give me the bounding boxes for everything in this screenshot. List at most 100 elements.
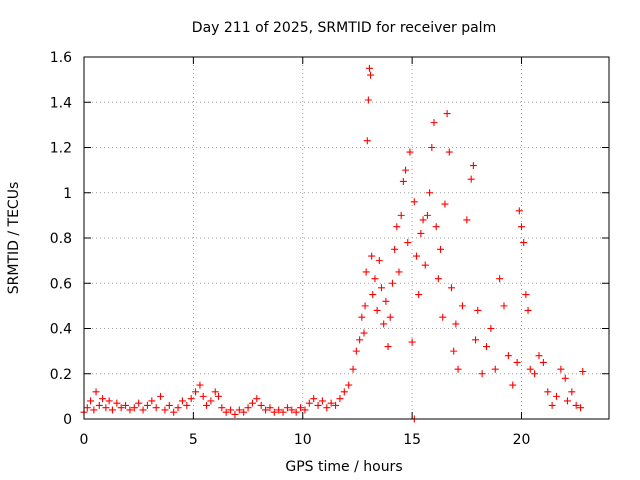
chart-title: Day 211 of 2025, SRMTID for receiver pal…: [192, 20, 496, 36]
data-point: [340, 388, 348, 396]
data-point: [557, 365, 565, 373]
data-point: [92, 388, 100, 396]
data-point: [102, 404, 110, 412]
data-point: [553, 392, 560, 400]
data-point: [292, 408, 300, 416]
y-tick-label: 1.4: [50, 95, 72, 111]
data-marks: [80, 64, 587, 423]
data-point: [364, 96, 372, 104]
data-point: [408, 338, 416, 346]
data-point: [362, 268, 370, 276]
data-point: [314, 401, 322, 409]
x-tick-label: 15: [403, 432, 421, 448]
data-point: [369, 291, 377, 299]
data-point: [579, 367, 587, 375]
data-point: [358, 313, 366, 321]
data-point: [388, 279, 396, 287]
data-point: [266, 404, 274, 412]
data-point: [235, 406, 243, 414]
data-point: [288, 406, 296, 414]
data-point: [393, 223, 401, 231]
data-point: [227, 406, 235, 414]
data-point: [450, 347, 458, 355]
data-point: [448, 284, 455, 292]
y-tick-label: 0.6: [50, 276, 72, 292]
data-point: [421, 261, 429, 269]
data-point: [203, 401, 210, 409]
grid: [84, 57, 609, 419]
data-point: [253, 395, 261, 403]
data-point: [539, 358, 547, 366]
data-point: [244, 404, 252, 412]
data-point: [417, 229, 425, 237]
data-point: [504, 352, 512, 360]
data-point: [426, 189, 434, 197]
data-point: [113, 399, 121, 407]
data-point: [509, 381, 517, 389]
data-point: [174, 404, 182, 412]
data-point: [428, 144, 436, 151]
data-point: [415, 291, 423, 299]
data-point: [434, 275, 442, 283]
data-point: [548, 401, 556, 409]
data-point: [467, 175, 475, 183]
x-tick-label: 20: [513, 432, 531, 448]
data-point: [283, 404, 291, 412]
y-axis-label: SRMTID / TECUs: [6, 182, 22, 295]
data-point: [222, 408, 230, 416]
data-point: [262, 406, 270, 414]
data-point: [404, 239, 412, 247]
data-point: [207, 397, 215, 405]
data-point: [437, 245, 445, 253]
y-tick-label: 0: [63, 412, 72, 428]
data-point: [544, 388, 552, 396]
data-point: [391, 245, 399, 253]
data-point: [382, 297, 390, 305]
data-point: [386, 313, 394, 321]
data-point: [513, 358, 521, 366]
data-point: [95, 401, 103, 409]
data-point: [248, 399, 256, 407]
data-point: [561, 374, 569, 382]
data-point: [157, 392, 165, 400]
data-point: [130, 404, 138, 412]
y-tick-label: 1.2: [50, 141, 72, 157]
data-point: [478, 370, 486, 378]
data-point: [432, 223, 440, 231]
data-point: [117, 404, 125, 412]
data-point: [469, 162, 477, 170]
plot-frame: [83, 56, 610, 420]
data-point: [90, 406, 98, 414]
data-point: [279, 408, 287, 416]
data-point: [378, 284, 385, 292]
y-tick-label: 1: [63, 186, 72, 202]
data-point: [515, 207, 523, 215]
y-tick-label: 0.8: [50, 231, 72, 247]
data-point: [472, 336, 480, 344]
data-point: [402, 166, 410, 174]
data-point: [178, 397, 186, 405]
data-point: [406, 148, 414, 156]
data-point: [332, 401, 340, 409]
data-point: [345, 381, 353, 389]
data-point: [413, 252, 420, 260]
tick-labels: 0 0.2 0.4 0.6 0.8 1 1.2 1.4 1.6 0 5 10 15 20: [50, 50, 531, 448]
data-point: [365, 64, 373, 72]
data-point: [99, 395, 107, 403]
data-point: [430, 119, 438, 127]
data-point: [496, 275, 504, 283]
data-point: [170, 408, 178, 416]
data-point: [399, 177, 407, 185]
data-point: [349, 365, 357, 373]
data-point: [487, 325, 495, 332]
data-point: [135, 399, 143, 407]
data-point: [187, 395, 195, 403]
data-point: [297, 404, 305, 412]
data-point: [196, 381, 204, 389]
data-point: [199, 392, 207, 400]
data-point: [192, 388, 200, 396]
data-point: [352, 347, 360, 355]
x-tick-label: 5: [189, 432, 198, 448]
data-point: [367, 71, 375, 79]
